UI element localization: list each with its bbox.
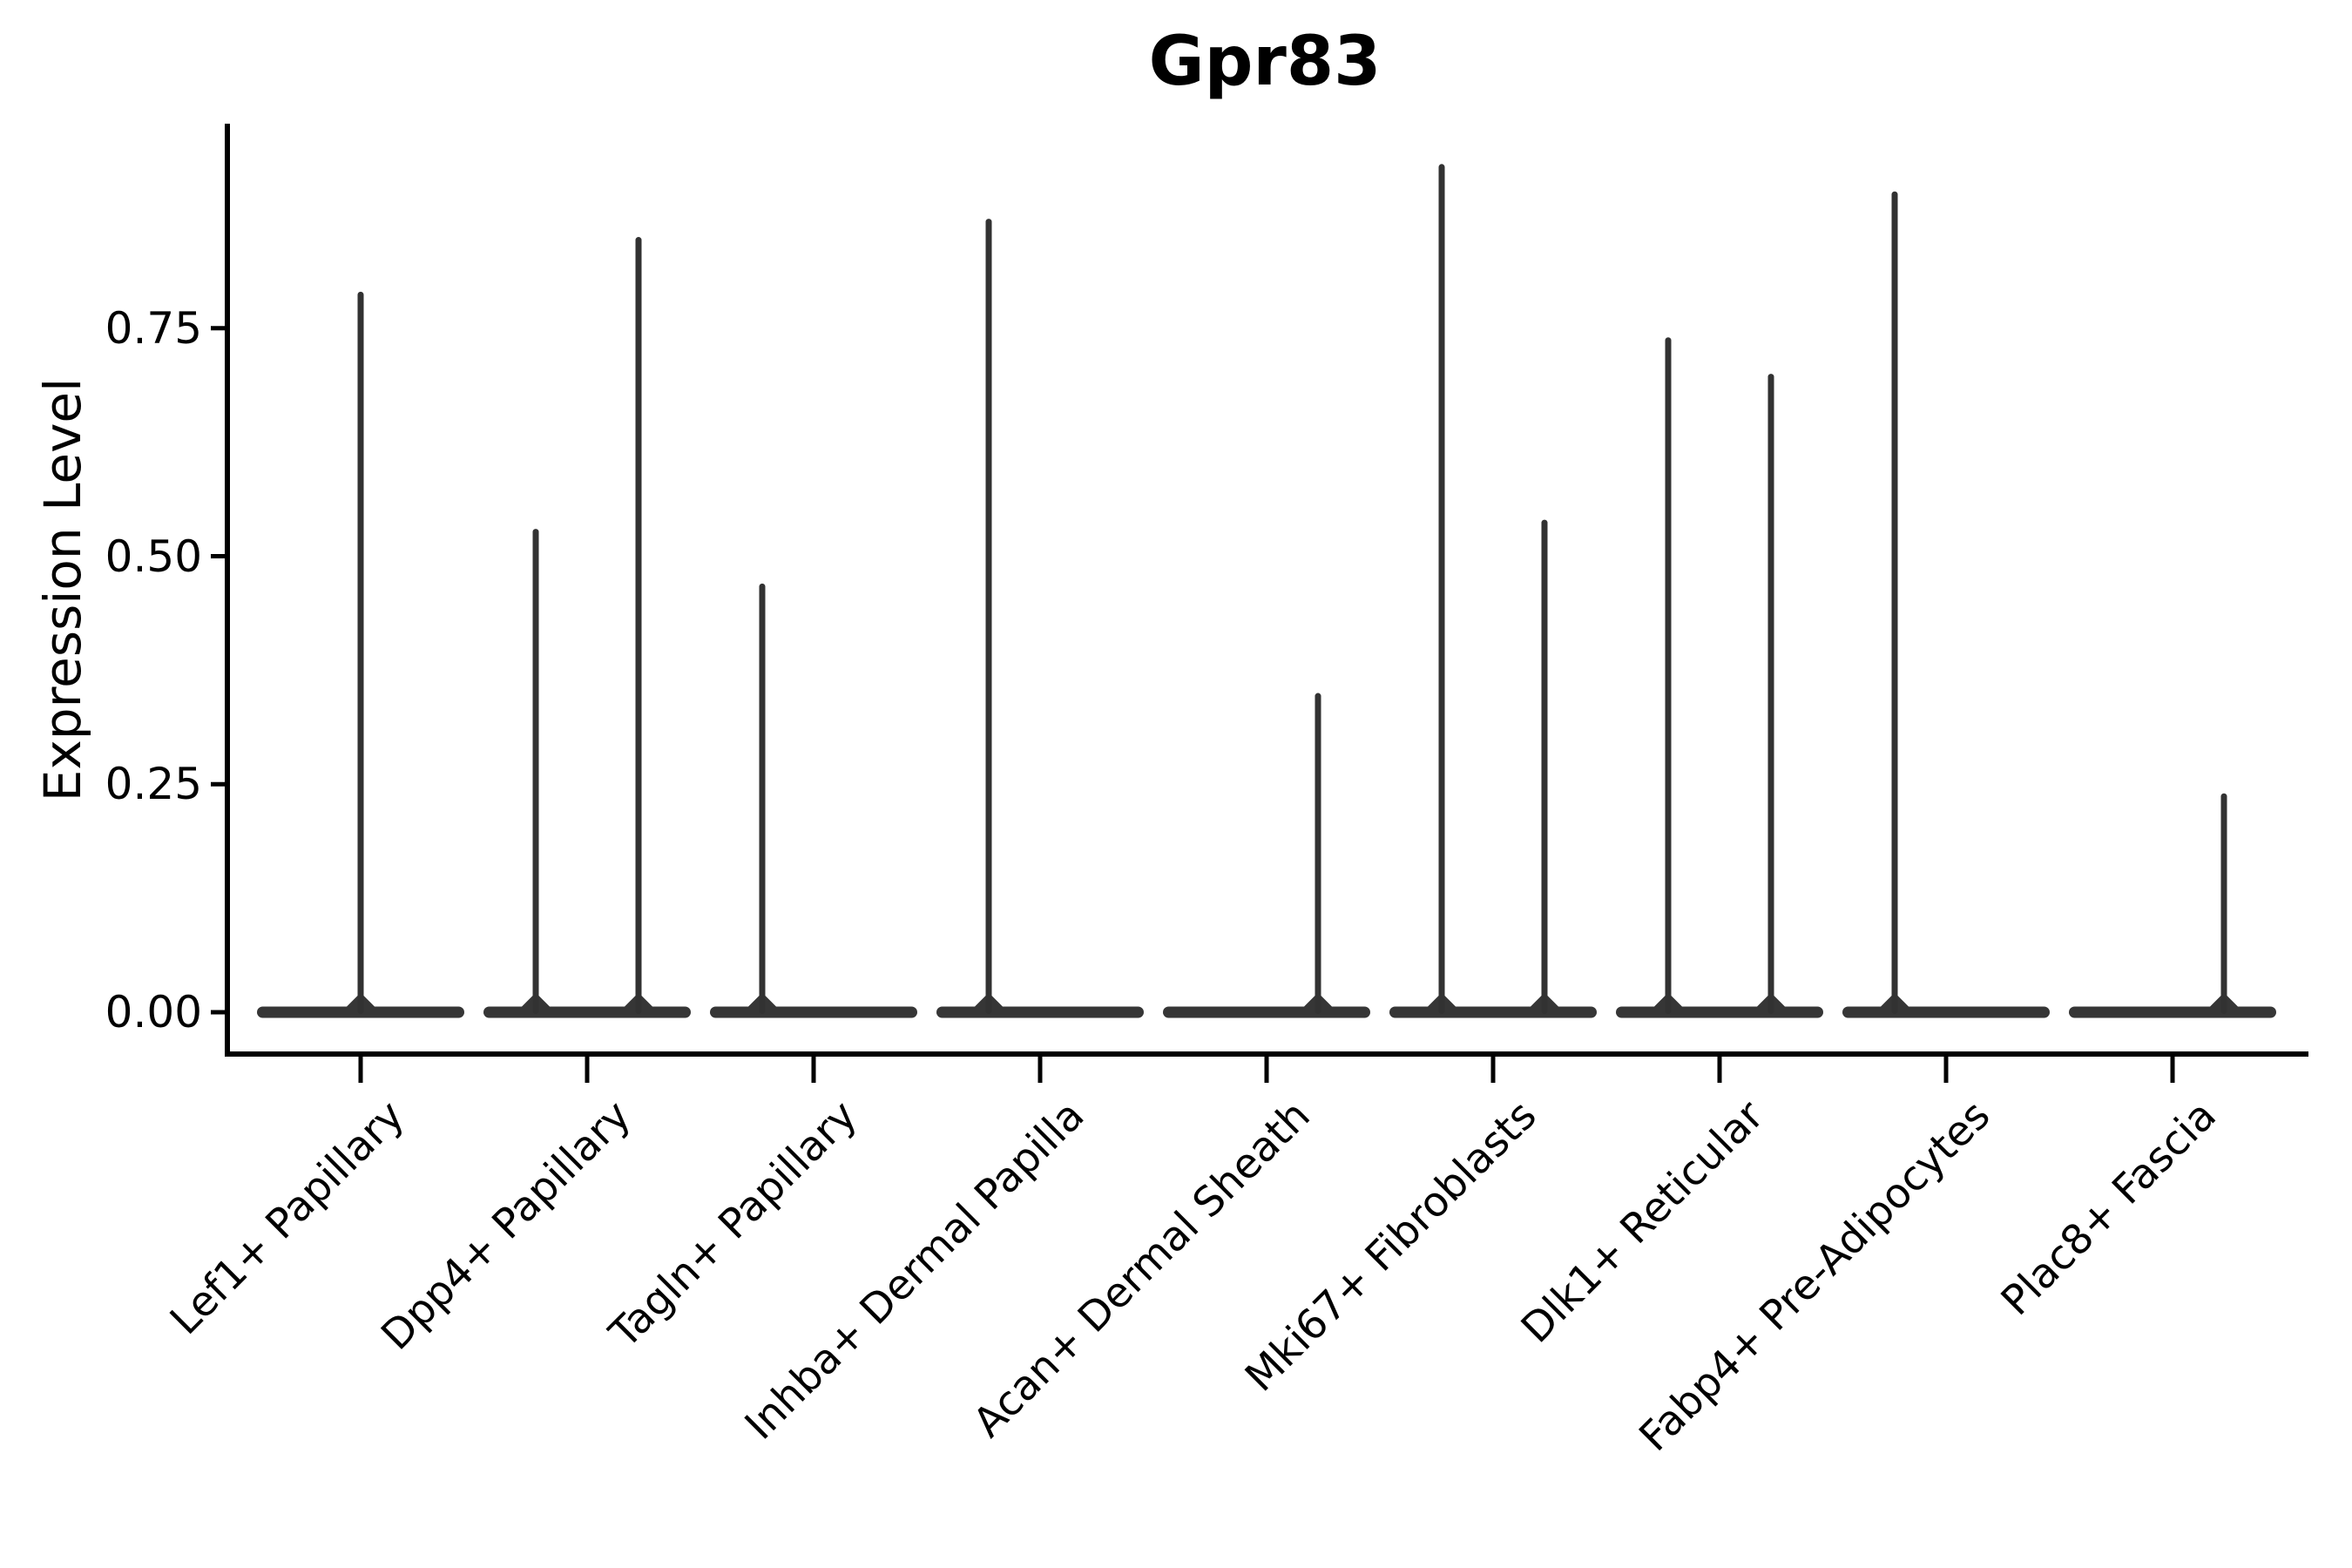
y-tick-label: 0.00 — [105, 987, 202, 1037]
violin-tail-spike — [1315, 693, 1321, 1014]
y-tick-label: 0.75 — [105, 302, 202, 354]
y-tick-mark — [211, 1010, 225, 1015]
y-tick-mark — [211, 781, 225, 787]
y-tick-label: 0.50 — [105, 531, 202, 582]
violin-tail-spike — [985, 219, 992, 1015]
y-axis-label: Expression Level — [33, 377, 92, 802]
violin-base — [936, 1006, 1144, 1018]
violin-tail-spike — [532, 529, 539, 1014]
violin-tail-spike — [635, 237, 642, 1014]
violin-base — [483, 1006, 691, 1018]
x-tick-mark — [1037, 1057, 1043, 1083]
y-tick-label: 0.25 — [105, 759, 202, 810]
x-tick-mark — [585, 1057, 590, 1083]
x-tick-mark — [2170, 1057, 2175, 1083]
violin-base — [1616, 1006, 1823, 1018]
violin-tail-spike — [357, 291, 364, 1014]
violin-base — [2069, 1006, 2276, 1018]
x-tick-mark — [1943, 1057, 1949, 1083]
violin-base — [1163, 1006, 1370, 1018]
violin-tail-spike — [1541, 519, 1548, 1014]
violin-tail-spike — [1891, 191, 1898, 1014]
violin-tail-spike — [1767, 374, 1774, 1015]
x-tick-mark — [1717, 1057, 1722, 1083]
violin-tail-spike — [1665, 337, 1672, 1015]
violin-base — [1389, 1006, 1597, 1018]
x-tick-mark — [1264, 1057, 1269, 1083]
x-axis-spine — [225, 1051, 2308, 1057]
violin-tail-spike — [1438, 164, 1445, 1015]
violin-base — [710, 1006, 917, 1018]
y-tick-mark — [211, 554, 225, 558]
chart-title: Gpr83 — [1148, 23, 1382, 101]
violin-tail-spike — [2220, 793, 2227, 1014]
violin-base — [1842, 1006, 2050, 1018]
x-tick-mark — [358, 1057, 363, 1083]
y-axis-spine — [225, 124, 230, 1057]
y-tick-mark — [211, 326, 225, 331]
x-tick-mark — [811, 1057, 816, 1083]
x-tick-mark — [1490, 1057, 1496, 1083]
violin-tail-spike — [759, 583, 766, 1014]
